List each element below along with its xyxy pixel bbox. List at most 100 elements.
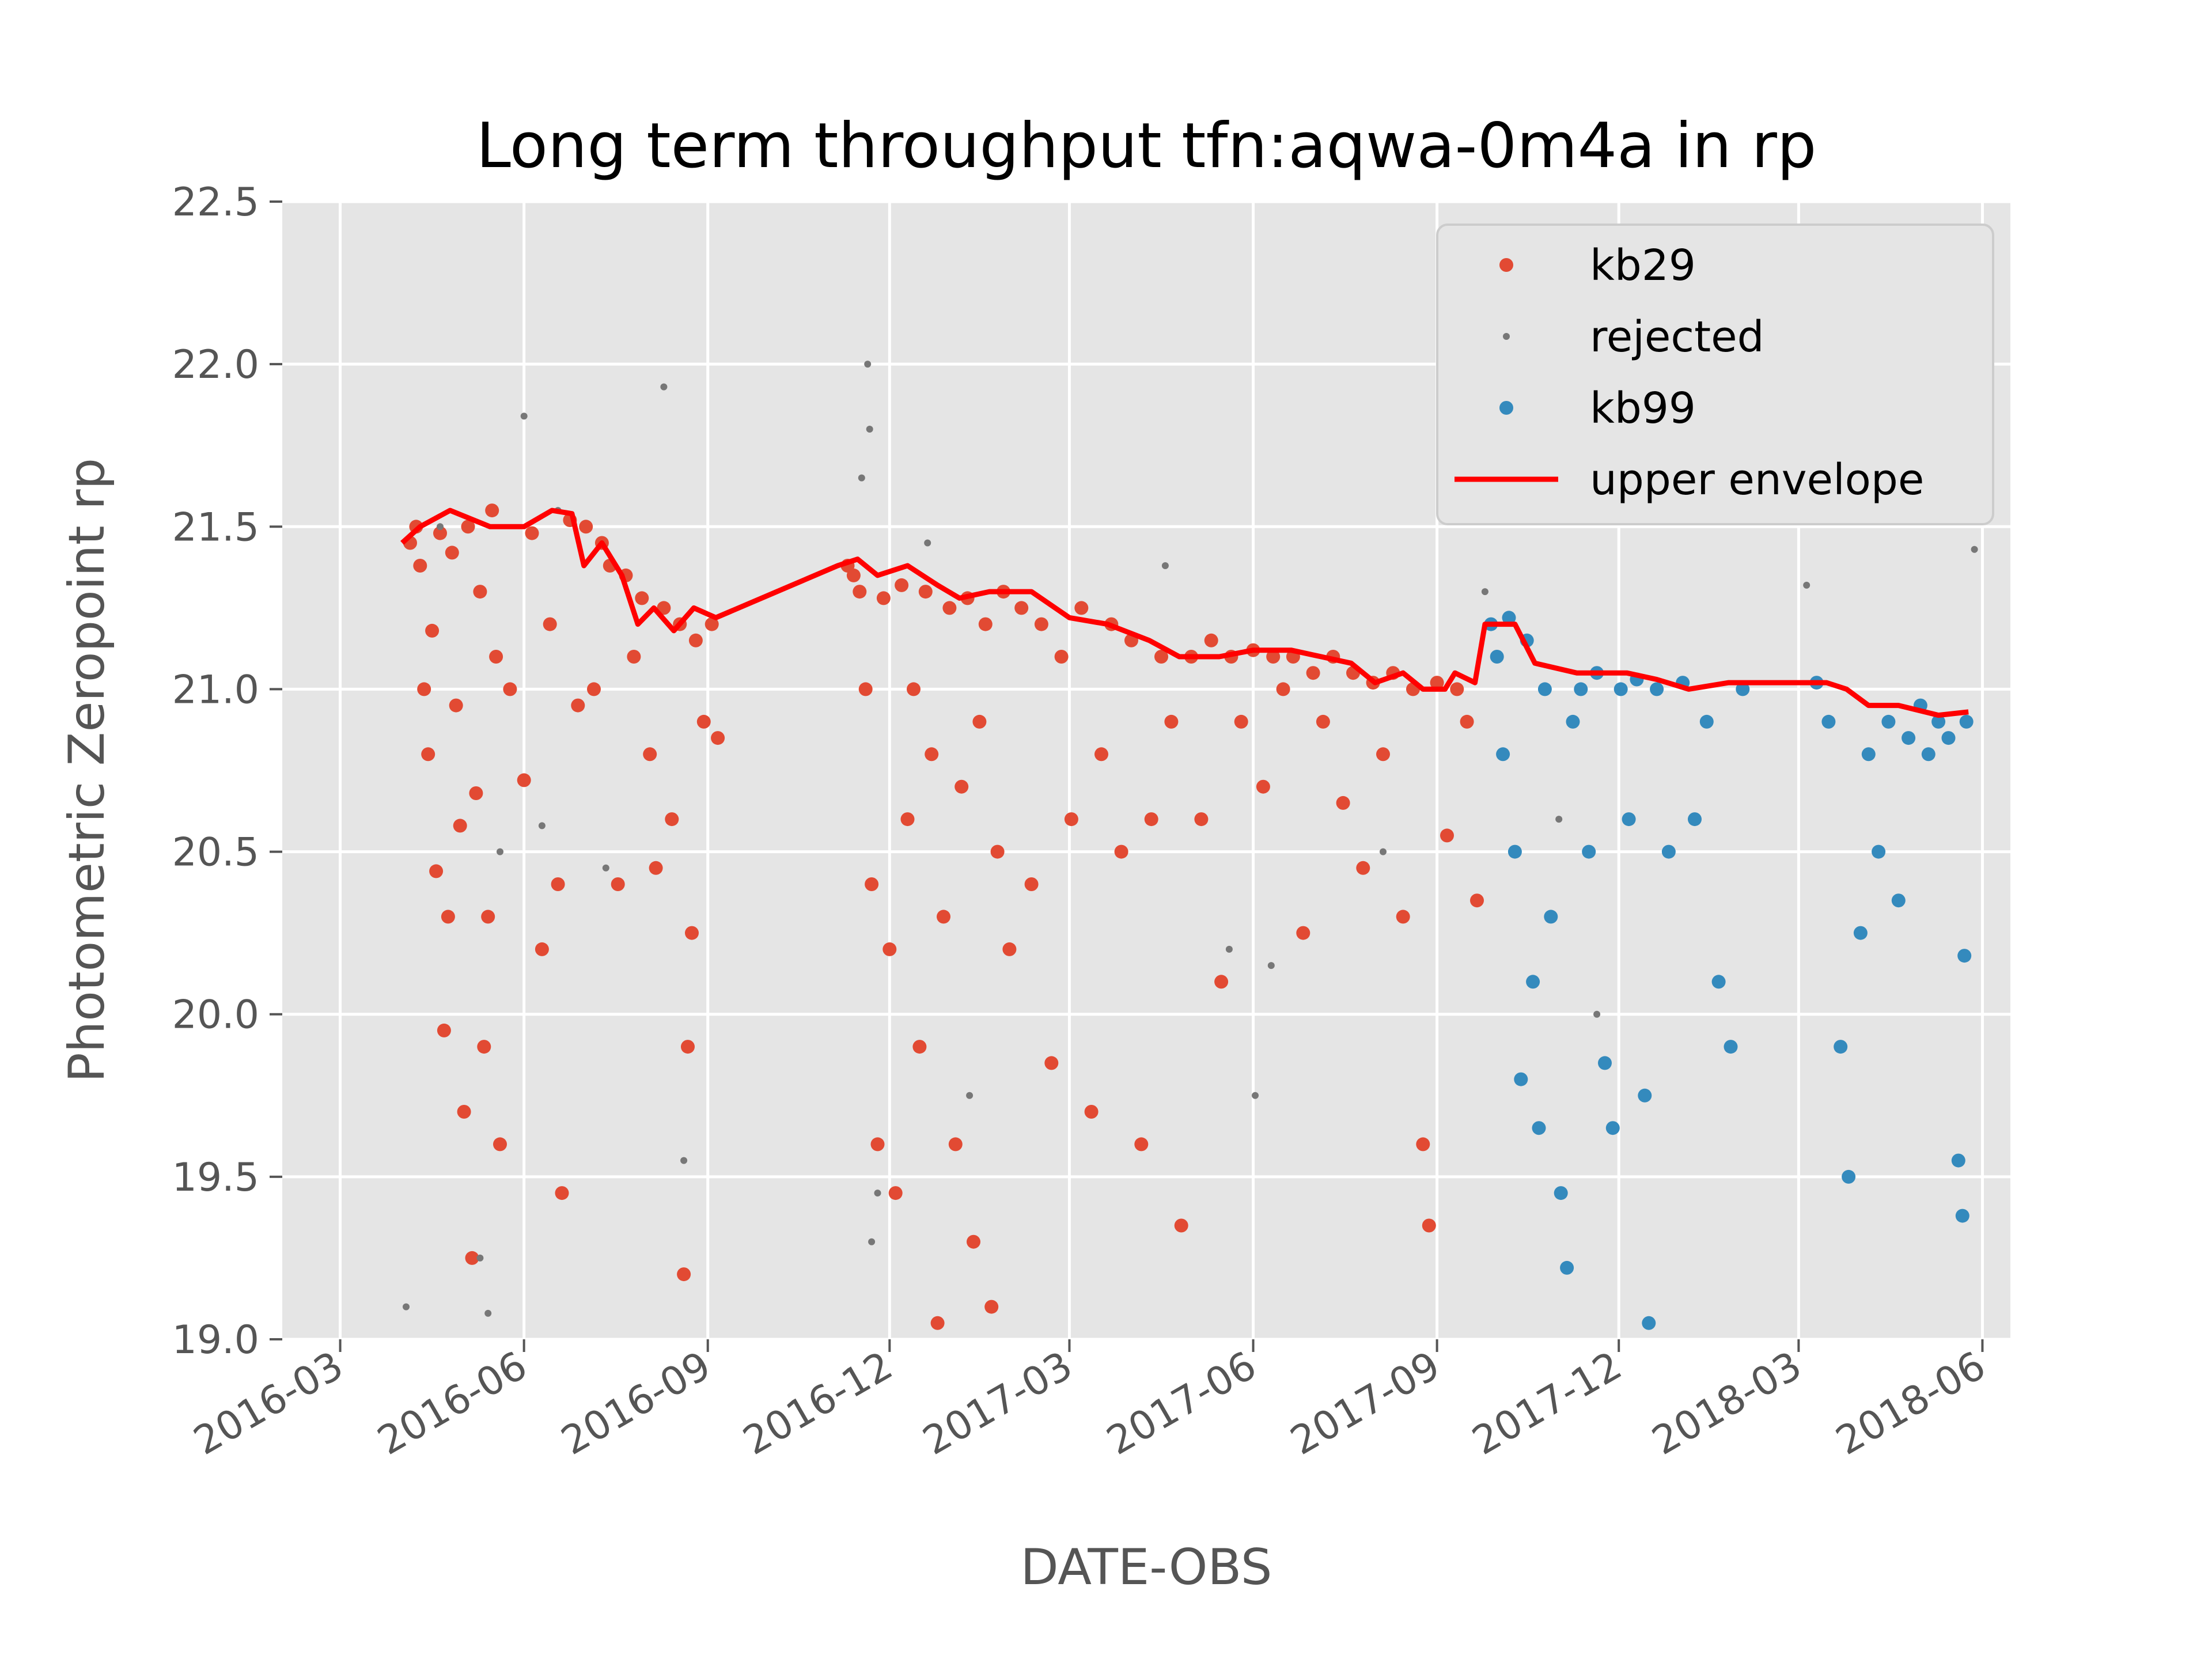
point-kb29 (421, 747, 435, 762)
point-kb29 (1256, 779, 1270, 794)
y-tick-label: 22.0 (172, 342, 259, 388)
point-kb29 (627, 650, 641, 664)
point-kb29 (1234, 714, 1248, 729)
point-kb29 (846, 568, 861, 582)
legend: kb29 rejected kb99 upper envelope (1436, 224, 1994, 525)
point-kb29 (485, 503, 499, 518)
point-kb29 (1174, 1218, 1188, 1233)
point-kb29 (696, 714, 711, 729)
point-kb29 (1134, 1137, 1149, 1152)
point-kb29 (978, 617, 993, 631)
point-kb29 (525, 526, 539, 540)
point-kb99 (1724, 1040, 1738, 1054)
point-kb29 (930, 1316, 945, 1330)
y-tick-label: 21.5 (172, 505, 259, 550)
point-kb29 (853, 585, 867, 599)
point-kb99 (1688, 812, 1702, 827)
point-kb29 (1034, 617, 1048, 631)
point-kb29 (1430, 676, 1444, 690)
point-rejected (966, 1092, 974, 1099)
point-kb29 (543, 617, 557, 631)
point-kb29 (1356, 861, 1370, 875)
point-kb29 (1114, 844, 1128, 859)
point-kb99 (1574, 682, 1588, 696)
point-kb99 (1842, 1169, 1856, 1184)
point-kb99 (1872, 844, 1886, 859)
point-kb29 (685, 926, 699, 940)
point-kb29 (918, 585, 933, 599)
point-kb29 (955, 779, 969, 794)
point-kb99 (1526, 975, 1540, 989)
point-kb29 (1054, 650, 1069, 664)
point-rejected (1803, 581, 1810, 589)
legend-label-kb29: kb29 (1590, 241, 1696, 290)
point-kb29 (453, 819, 467, 833)
point-kb99 (1496, 747, 1510, 762)
point-kb29 (876, 591, 891, 605)
point-kb99 (1959, 714, 1974, 729)
point-kb29 (469, 786, 483, 800)
point-kb99 (1544, 910, 1558, 924)
point-kb29 (948, 1137, 963, 1152)
point-kb29 (972, 714, 987, 729)
point-kb29 (1416, 1137, 1430, 1152)
point-kb29 (1460, 714, 1474, 729)
point-kb29 (882, 942, 897, 956)
point-rejected (476, 1254, 484, 1262)
point-rejected (924, 539, 931, 547)
point-rejected (1161, 562, 1169, 569)
point-kb99 (1881, 714, 1896, 729)
point-kb29 (649, 861, 663, 875)
point-kb99 (1902, 731, 1916, 745)
point-kb99 (1532, 1121, 1546, 1135)
point-kb29 (449, 698, 463, 713)
point-kb29 (657, 601, 671, 615)
legend-label-upper-envelope: upper envelope (1590, 455, 1924, 505)
point-kb99 (1891, 893, 1906, 908)
point-kb99 (1554, 1186, 1568, 1200)
point-rejected (1252, 1092, 1259, 1099)
point-kb29 (1194, 812, 1209, 827)
point-rejected (858, 474, 865, 482)
point-kb99 (1514, 1072, 1528, 1086)
point-kb29 (587, 682, 601, 696)
point-kb99 (1490, 650, 1504, 664)
point-kb99 (1661, 844, 1676, 859)
point-kb99 (1560, 1260, 1574, 1275)
point-rejected (1593, 1010, 1601, 1018)
point-kb29 (1002, 942, 1017, 956)
point-kb29 (925, 747, 939, 762)
point-kb29 (493, 1137, 507, 1152)
point-kb29 (990, 844, 1005, 859)
y-tick-label: 22.5 (172, 180, 259, 225)
point-kb29 (1014, 601, 1029, 615)
point-rejected (1555, 816, 1563, 823)
point-kb29 (1154, 650, 1168, 664)
point-kb99 (1821, 714, 1836, 729)
point-rejected (864, 361, 872, 368)
point-kb99 (1582, 844, 1596, 859)
point-kb29 (643, 747, 657, 762)
point-kb29 (984, 1300, 999, 1314)
point-kb29 (688, 633, 703, 647)
point-rejected (602, 864, 609, 872)
point-kb29 (967, 1234, 980, 1249)
point-kb29 (1422, 1218, 1436, 1233)
point-kb99 (1622, 812, 1636, 827)
point-kb29 (517, 773, 531, 787)
y-axis-label: Photometric Zeropoint rp (58, 458, 116, 1082)
legend-label-kb99: kb99 (1590, 384, 1696, 433)
point-kb29 (1296, 926, 1310, 940)
point-rejected (520, 412, 528, 420)
x-axis-label: DATE-OBS (1021, 1539, 1272, 1596)
legend-marker-kb29 (1499, 258, 1513, 272)
point-kb29 (579, 520, 593, 534)
y-tick-label: 20.0 (172, 993, 259, 1038)
point-kb29 (571, 698, 585, 713)
point-kb29 (1450, 682, 1464, 696)
point-kb99 (1537, 682, 1552, 696)
point-rejected (1225, 945, 1233, 953)
point-rejected (437, 523, 444, 531)
point-kb29 (437, 1023, 451, 1037)
point-kb99 (1502, 611, 1516, 625)
